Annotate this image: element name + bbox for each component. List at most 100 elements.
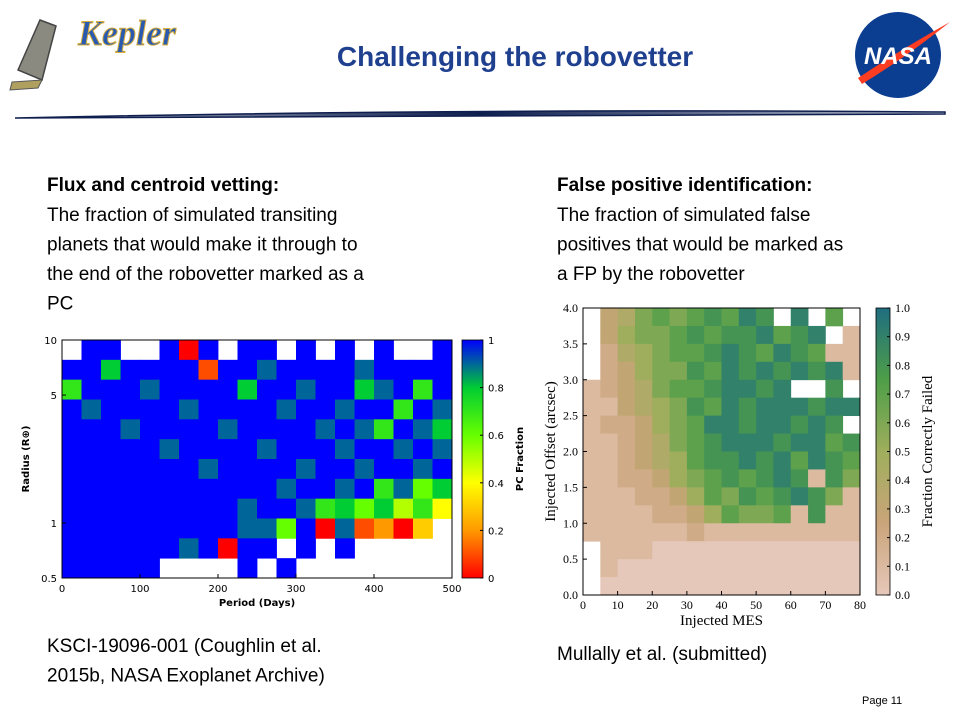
heatmap-cell (773, 379, 792, 399)
heatmap-cell (825, 343, 844, 363)
heatmap-cell (120, 518, 141, 539)
y-tick-label: 3.5 (563, 337, 578, 351)
heatmap-cell (808, 469, 826, 488)
heatmap-cell (140, 379, 160, 400)
heatmap-cell (296, 379, 316, 400)
heatmap-cell (432, 498, 453, 519)
heatmap-cell (634, 523, 653, 542)
heatmap-cell (296, 459, 316, 480)
heatmap-cell (101, 478, 121, 500)
heatmap-cell (218, 538, 238, 559)
heatmap-cell (374, 459, 394, 480)
body-line: PC (47, 294, 73, 315)
heatmap-cell (101, 498, 121, 519)
heatmap-cell (617, 397, 636, 417)
heatmap-cell (81, 359, 102, 381)
heatmap-cell (669, 469, 688, 488)
heatmap-cell (393, 518, 414, 539)
heatmap-cell (296, 478, 316, 500)
heatmap-cell (652, 415, 670, 434)
caption-line: KSCI-19096-001 (Coughlin et al. (47, 636, 322, 657)
heatmap-cell (721, 379, 740, 399)
heatmap-cell (738, 343, 757, 363)
heatmap-cell (198, 459, 219, 480)
heatmap-cell (62, 518, 82, 539)
heatmap-cell (198, 359, 219, 381)
heatmap-cell (756, 487, 774, 506)
heatmap-cell (140, 419, 160, 440)
heatmap-cell (583, 487, 601, 506)
heatmap-cell (276, 359, 297, 381)
heatmap-cell (756, 577, 774, 596)
heatmap-cell (159, 439, 180, 460)
heatmap-cell (179, 538, 199, 559)
text-blocks: Flux and centroid vetting: The fraction o… (47, 175, 902, 707)
heatmap-cell (237, 379, 258, 400)
heatmap-cell (808, 451, 826, 470)
heatmap-cell (669, 505, 688, 524)
heatmap-cell (432, 399, 453, 420)
heatmap-cell (374, 340, 394, 361)
heatmap-cell (237, 538, 258, 559)
heatmap-cell (583, 505, 601, 524)
heatmap-cell (773, 505, 792, 524)
heatmap-cell (617, 433, 636, 452)
heatmap-cell (738, 325, 757, 345)
heatmap-cell (617, 343, 636, 363)
heatmap-cell (704, 469, 722, 488)
kepler-logo: Kepler (9, 13, 177, 91)
heatmap-cell (159, 498, 180, 519)
heatmap-cell (756, 361, 774, 381)
colorbar-tick-label: 0.4 (488, 479, 504, 490)
heatmap-cell (652, 361, 670, 381)
heatmap-cell (140, 538, 160, 559)
heatmap-cell (652, 577, 670, 596)
heatmap-cell (218, 419, 238, 440)
heatmap-cell (669, 379, 688, 399)
x-tick-label: 400 (364, 584, 383, 595)
y-tick-label: 2.0 (563, 445, 578, 459)
heatmap-cell (296, 419, 316, 440)
heatmap-cell (81, 399, 102, 420)
heatmap-cell (704, 343, 722, 363)
heatmap-cell (617, 559, 636, 578)
colorbar-tick-label: 0.6 (895, 416, 910, 430)
heatmap-cell (335, 439, 355, 460)
heatmap-cell (634, 325, 653, 345)
heatmap-cell (721, 343, 740, 363)
heatmap-cell (600, 541, 619, 560)
y-tick-label: 0.0 (563, 588, 578, 602)
caption-line: Mullally et al. (submitted) (557, 644, 767, 665)
logo-text: Kepler (77, 13, 177, 53)
heatmap-cell (62, 498, 82, 519)
heatmap-cell (790, 523, 809, 542)
heatmap-cell (825, 577, 844, 596)
heatmap-cell (738, 469, 757, 488)
heatmap-cell (413, 379, 433, 400)
heatmap-cell (198, 478, 219, 500)
heatmap-cell (669, 541, 688, 560)
heatmap-cell (81, 558, 102, 579)
heatmap-cell (354, 439, 375, 460)
colorbar-tick-label: 0.2 (895, 531, 910, 545)
heatmap-cell (825, 361, 844, 381)
x-tick-label: 80 (854, 598, 866, 612)
heatmap-cell (686, 397, 705, 417)
x-tick-label: 200 (208, 584, 227, 595)
heatmap-cell (825, 505, 844, 524)
x-tick-label: 0 (59, 584, 65, 595)
heatmap-cell (413, 439, 433, 460)
colorbar-label: Fraction Correctly Failed (920, 375, 936, 527)
heatmap-cell (790, 325, 809, 345)
heatmap-cell (296, 439, 316, 460)
heatmap-cell (704, 523, 722, 542)
heatmap-cell (276, 439, 297, 460)
heatmap-cell (315, 379, 336, 400)
heatmap-cell (617, 361, 636, 381)
heatmap-cell (101, 538, 121, 559)
heatmap-cell (652, 325, 670, 345)
heatmap-cell (81, 518, 102, 539)
heatmap-cell (583, 523, 601, 542)
heatmap-cell (413, 459, 433, 480)
